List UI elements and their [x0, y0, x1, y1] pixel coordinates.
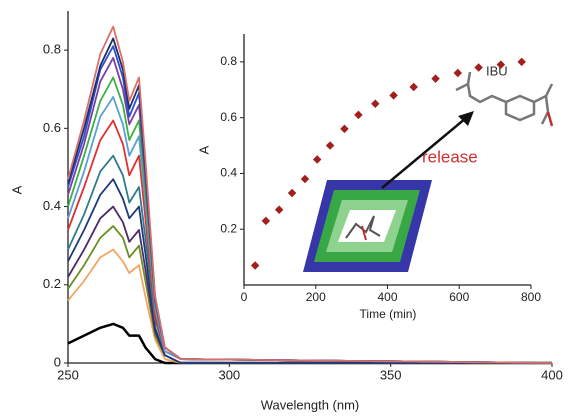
data-point [354, 110, 363, 120]
ibu-molecule [455, 71, 554, 127]
x-tick-label: 300 [218, 367, 240, 382]
y-tick-label: 0.8 [220, 54, 237, 68]
spectrum-line [67, 96, 553, 364]
spectrum-line [67, 25, 553, 364]
x-axis-title: Wavelength (nm) [261, 397, 360, 412]
data-point [340, 124, 349, 134]
data-point [431, 74, 440, 83]
data-point [325, 141, 335, 150]
data-point [409, 82, 418, 92]
y-tick-label: 0.8 [43, 42, 61, 57]
y-tick-label: 0.2 [220, 221, 237, 235]
x-tick-label: 350 [380, 367, 402, 382]
data-point [287, 188, 297, 198]
data-point [474, 63, 483, 72]
data-point [261, 216, 271, 226]
particle-diagram [303, 180, 432, 272]
data-point [453, 68, 463, 78]
x-tick-label: 250 [57, 367, 79, 382]
spectrum-line [67, 322, 552, 365]
spectrum-line [67, 248, 552, 364]
y-axis-title: A [9, 185, 24, 194]
y-tick-label: 0.4 [43, 198, 61, 213]
x-tick-label: 200 [306, 290, 326, 304]
inset-x-axis-title: Time (min) [360, 307, 417, 321]
release-arrow [381, 111, 474, 189]
data-point [250, 261, 260, 270]
inset-y-axis-title: A [196, 145, 211, 154]
data-point [274, 205, 284, 214]
y-tick-label: 0 [54, 354, 61, 369]
x-tick-label: 800 [521, 290, 541, 304]
ibu-label: IBU [486, 63, 508, 78]
x-tick-label: 0 [241, 290, 248, 304]
data-point [300, 174, 310, 184]
spectrum-line [67, 178, 552, 364]
y-tick-label: 0.4 [220, 166, 237, 180]
x-tick-label: 400 [377, 290, 397, 304]
x-tick-label: 600 [449, 290, 469, 304]
y-tick-label: 0.2 [43, 276, 61, 291]
y-tick-label: 0.6 [220, 110, 237, 124]
release-label: release [422, 147, 478, 166]
y-tick-label: 0.6 [43, 120, 61, 135]
data-point [312, 155, 322, 164]
data-point [389, 91, 398, 100]
x-tick-label: 400 [541, 367, 563, 382]
data-point [371, 99, 380, 108]
